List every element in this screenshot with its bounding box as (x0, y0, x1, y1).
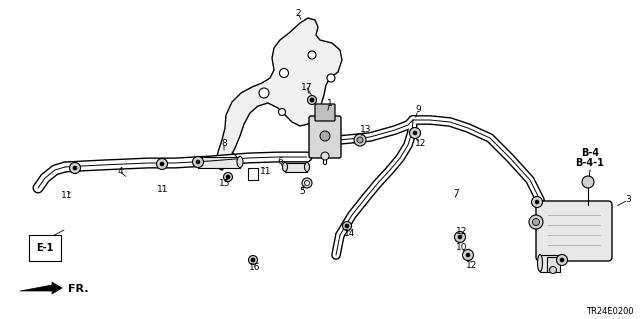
Polygon shape (20, 282, 62, 294)
Circle shape (302, 178, 312, 188)
Circle shape (342, 221, 351, 231)
Polygon shape (198, 157, 240, 168)
Polygon shape (285, 163, 307, 172)
Text: 7: 7 (453, 189, 459, 197)
Text: TR24E0200: TR24E0200 (586, 308, 634, 316)
Circle shape (529, 215, 543, 229)
Circle shape (345, 224, 349, 228)
Circle shape (226, 175, 230, 179)
Text: B-4-1: B-4-1 (575, 158, 604, 168)
Circle shape (259, 88, 269, 98)
Circle shape (310, 98, 314, 102)
Circle shape (196, 160, 200, 164)
Ellipse shape (282, 162, 287, 172)
Circle shape (280, 69, 289, 78)
Ellipse shape (538, 255, 543, 271)
Circle shape (193, 157, 204, 167)
Text: E-1: E-1 (36, 243, 54, 253)
Text: FR.: FR. (68, 284, 88, 294)
Circle shape (532, 219, 540, 226)
FancyBboxPatch shape (536, 201, 612, 261)
Text: 14: 14 (344, 229, 356, 239)
Text: 12: 12 (467, 261, 477, 270)
Circle shape (251, 258, 255, 262)
Circle shape (463, 249, 474, 261)
Text: 9: 9 (415, 106, 421, 115)
Text: 11: 11 (260, 167, 272, 175)
Circle shape (160, 162, 164, 166)
Circle shape (73, 166, 77, 170)
FancyBboxPatch shape (315, 104, 335, 121)
Circle shape (458, 235, 462, 239)
Circle shape (223, 173, 232, 182)
Circle shape (70, 162, 81, 174)
Text: 1: 1 (327, 99, 333, 108)
Text: B-4: B-4 (581, 148, 599, 158)
Text: 15: 15 (220, 179, 231, 188)
Circle shape (278, 108, 285, 115)
Text: 6: 6 (277, 158, 283, 167)
Text: 5: 5 (299, 188, 305, 197)
Polygon shape (540, 255, 558, 272)
Text: 4: 4 (117, 167, 123, 176)
Text: 17: 17 (301, 84, 313, 93)
Circle shape (413, 131, 417, 135)
Text: 13: 13 (360, 125, 372, 135)
Circle shape (305, 181, 310, 186)
Text: 3: 3 (625, 196, 631, 204)
Circle shape (248, 256, 257, 264)
Circle shape (354, 134, 366, 146)
Text: 12: 12 (415, 138, 427, 147)
Text: 2: 2 (295, 9, 301, 18)
Ellipse shape (195, 157, 201, 167)
Polygon shape (248, 168, 258, 180)
Circle shape (157, 159, 168, 169)
Text: 11: 11 (61, 191, 73, 201)
Circle shape (466, 253, 470, 257)
Circle shape (307, 95, 317, 105)
Circle shape (410, 128, 420, 138)
Text: 11: 11 (157, 184, 169, 194)
Circle shape (454, 232, 465, 242)
Polygon shape (547, 257, 560, 272)
Circle shape (582, 176, 594, 188)
Polygon shape (216, 18, 342, 170)
Text: 12: 12 (456, 227, 468, 236)
Circle shape (320, 131, 330, 141)
Circle shape (357, 137, 363, 143)
Ellipse shape (305, 162, 310, 172)
Circle shape (531, 197, 543, 207)
Text: 8: 8 (221, 138, 227, 147)
Circle shape (557, 255, 568, 265)
Circle shape (535, 200, 539, 204)
FancyBboxPatch shape (309, 116, 341, 158)
Circle shape (308, 51, 316, 59)
Ellipse shape (237, 157, 243, 167)
Circle shape (327, 74, 335, 82)
Ellipse shape (550, 266, 557, 273)
Text: 16: 16 (249, 263, 260, 272)
Circle shape (560, 258, 564, 262)
Circle shape (321, 152, 329, 160)
Text: 10: 10 (456, 242, 468, 251)
